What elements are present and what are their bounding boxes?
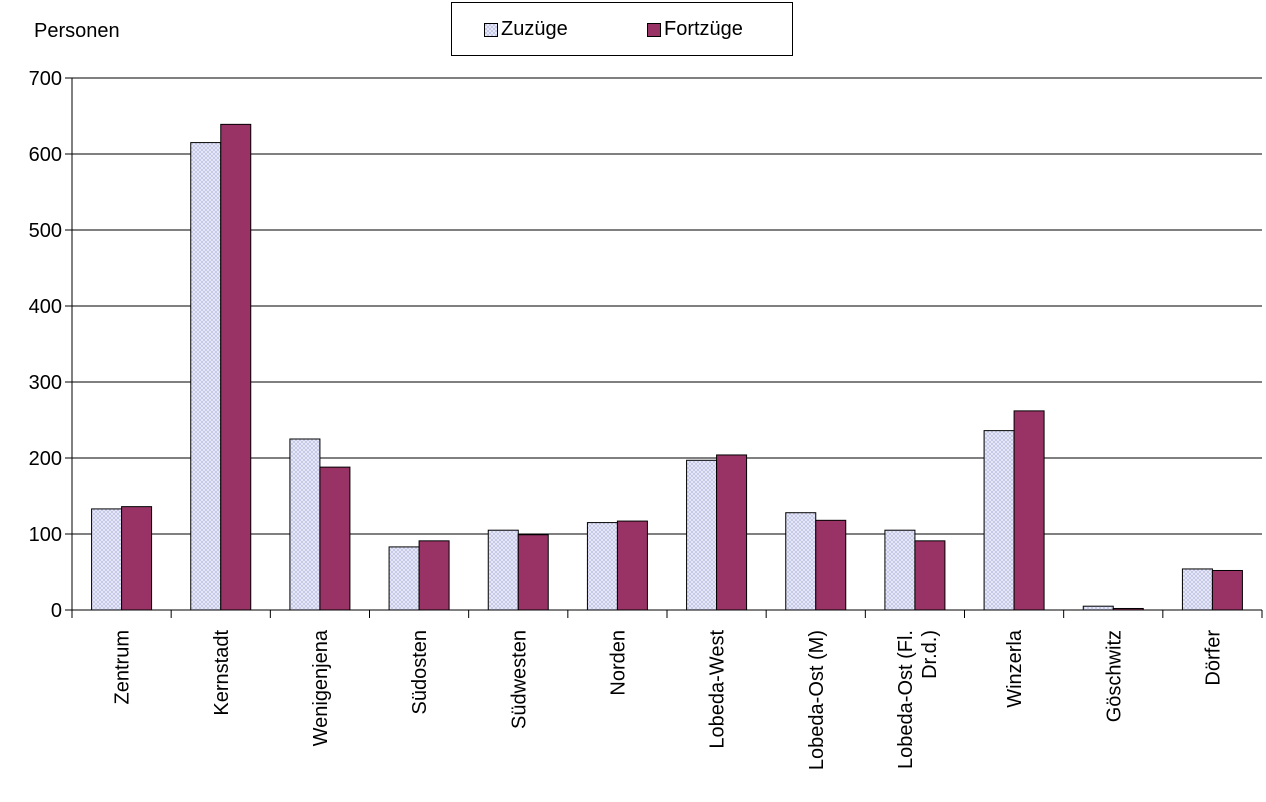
x-tick-label: Lobeda-Ost (M) xyxy=(806,630,828,770)
y-axis-label: Personen xyxy=(34,20,120,42)
x-tick-label-group: Südosten xyxy=(409,630,431,715)
axes xyxy=(65,77,1263,618)
x-tick-label-group: Lobeda-Ost (Fl. Dr.d.) xyxy=(895,630,941,769)
y-tick-label: 500 xyxy=(29,220,62,242)
y-tick-label: 700 xyxy=(29,68,62,90)
legend-label-fortzuege: Fortzüge xyxy=(664,18,743,40)
bar-zuzuege xyxy=(983,430,1015,611)
x-tick-label: Südwesten xyxy=(508,630,530,729)
x-tick-label-group: Lobeda-West xyxy=(707,630,729,749)
bar-zuzuege xyxy=(1082,605,1114,611)
x-tick-label-group: Wenigenjena xyxy=(310,629,332,746)
x-tick-label: Göschwitz xyxy=(1103,630,1125,722)
y-tick-label: 200 xyxy=(29,448,62,470)
x-tick-label-group: Winzerla xyxy=(1004,629,1026,708)
x-tick-label: Dr.d.) xyxy=(919,630,941,679)
x-tick-labels: Zentrum Kernstadt Wenigenjena Südosten Südwe… xyxy=(112,629,1225,770)
bar-zuzuege xyxy=(190,142,222,611)
x-tick-label: Dörfer xyxy=(1202,630,1224,686)
x-tick-label: Zentrum xyxy=(112,630,134,704)
gridlines xyxy=(72,77,1262,535)
y-tick-label: 300 xyxy=(29,372,62,394)
bar-fortzuege xyxy=(1013,410,1045,611)
y-tick-label: 600 xyxy=(29,144,62,166)
bar-zuzuege xyxy=(289,438,321,611)
x-tick-label-group: Norden xyxy=(607,630,629,696)
bar-zuzuege xyxy=(388,546,420,611)
bar-zuzuege xyxy=(487,529,519,611)
bar-fortzuege xyxy=(616,520,648,611)
legend-swatch-fortzuege xyxy=(647,22,661,37)
bar-fortzuege xyxy=(319,466,351,611)
x-tick-label: Lobeda-Ost (Fl. xyxy=(895,630,917,769)
bar-fortzuege xyxy=(220,123,252,611)
bar-fortzuege xyxy=(517,534,549,611)
bar-fortzuege xyxy=(914,540,946,611)
y-tick-label: 100 xyxy=(29,524,62,546)
x-tick-label-group: Südwesten xyxy=(508,630,530,729)
legend-label-zuzuege: Zuzüge xyxy=(501,18,568,40)
x-tick-label-group: Göschwitz xyxy=(1103,630,1125,722)
x-tick-label-group: Zentrum xyxy=(112,630,134,704)
x-tick-label-group: Lobeda-Ost (M) xyxy=(806,630,828,770)
bar-fortzuege xyxy=(418,540,450,611)
x-tick-label: Wenigenjena xyxy=(310,629,332,746)
bar-zuzuege xyxy=(785,512,817,611)
bar-zuzuege xyxy=(884,529,916,611)
x-tick-label: Südosten xyxy=(409,630,431,715)
x-tick-label-group: Dörfer xyxy=(1202,630,1224,686)
bar-zuzuege xyxy=(91,508,123,611)
bar-zuzuege xyxy=(586,522,618,611)
x-tick-label: Kernstadt xyxy=(211,630,233,716)
legend-swatch-zuzuege xyxy=(484,22,498,37)
bar-fortzuege xyxy=(121,506,153,611)
bar-zuzuege xyxy=(686,459,718,611)
bar-zuzuege xyxy=(1181,568,1213,611)
legend-item-fortzuege: Fortzüge xyxy=(647,18,743,41)
x-tick-label-group: Kernstadt xyxy=(211,630,233,716)
x-tick-label: Winzerla xyxy=(1004,629,1026,708)
legend: Zuzüge Fortzüge xyxy=(451,2,793,56)
bar-fortzuege xyxy=(1211,569,1243,611)
y-tick-label: 400 xyxy=(29,296,62,318)
x-tick-label: Lobeda-West xyxy=(707,630,729,749)
y-tick-label: 0 xyxy=(51,600,62,622)
x-tick-label: Norden xyxy=(607,630,629,696)
legend-item-zuzuege: Zuzüge xyxy=(484,18,568,41)
bar-fortzuege xyxy=(716,454,748,611)
bar-fortzuege xyxy=(815,519,847,611)
y-tick-labels: 0 100 200 300 400 500 600 700 xyxy=(29,68,62,622)
bars xyxy=(91,123,1243,611)
